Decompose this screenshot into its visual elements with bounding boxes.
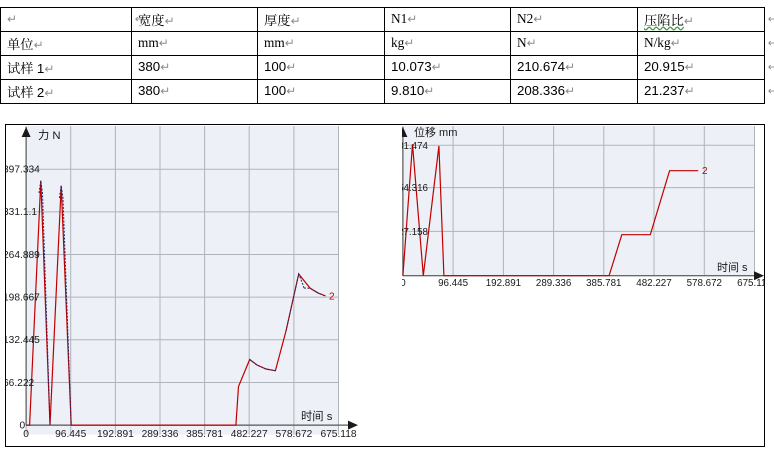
- svg-text:192.891: 192.891: [486, 278, 521, 286]
- svg-text:2: 2: [329, 292, 335, 303]
- svg-text:力 N: 力 N: [38, 129, 61, 142]
- svg-text:66.222: 66.222: [6, 378, 34, 389]
- svg-text:198.667: 198.667: [6, 293, 40, 304]
- svg-text:264.889: 264.889: [6, 250, 40, 261]
- svg-text:331.1.1: 331.1.1: [6, 207, 37, 218]
- svg-text:578.672: 578.672: [275, 429, 312, 440]
- svg-text:192.891: 192.891: [97, 429, 134, 440]
- svg-text:时间 s: 时间 s: [301, 410, 333, 423]
- svg-text:289.336: 289.336: [142, 429, 179, 440]
- svg-text:385.781: 385.781: [586, 278, 621, 286]
- svg-text:0: 0: [23, 429, 29, 440]
- svg-text:578.672: 578.672: [687, 278, 722, 286]
- svg-text:482.227: 482.227: [636, 278, 671, 286]
- svg-text:2: 2: [702, 166, 708, 177]
- svg-text:385.781: 385.781: [186, 429, 223, 440]
- svg-text:397.334: 397.334: [6, 165, 40, 176]
- svg-text:位移 mm: 位移 mm: [414, 125, 457, 139]
- svg-text:54.316: 54.316: [402, 183, 429, 194]
- svg-text:96.445: 96.445: [438, 278, 469, 286]
- svg-text:482.227: 482.227: [231, 429, 268, 440]
- svg-text:675.118: 675.118: [737, 278, 765, 286]
- svg-text:81.474: 81.474: [402, 141, 429, 152]
- svg-text:27.158: 27.158: [402, 227, 429, 238]
- svg-text:时间 s: 时间 s: [717, 261, 748, 274]
- svg-text:132.445: 132.445: [6, 335, 40, 346]
- svg-text:675.118: 675.118: [320, 429, 356, 440]
- svg-text:96.445: 96.445: [55, 429, 86, 440]
- svg-text:0: 0: [402, 278, 406, 286]
- svg-text:289.336: 289.336: [536, 278, 572, 286]
